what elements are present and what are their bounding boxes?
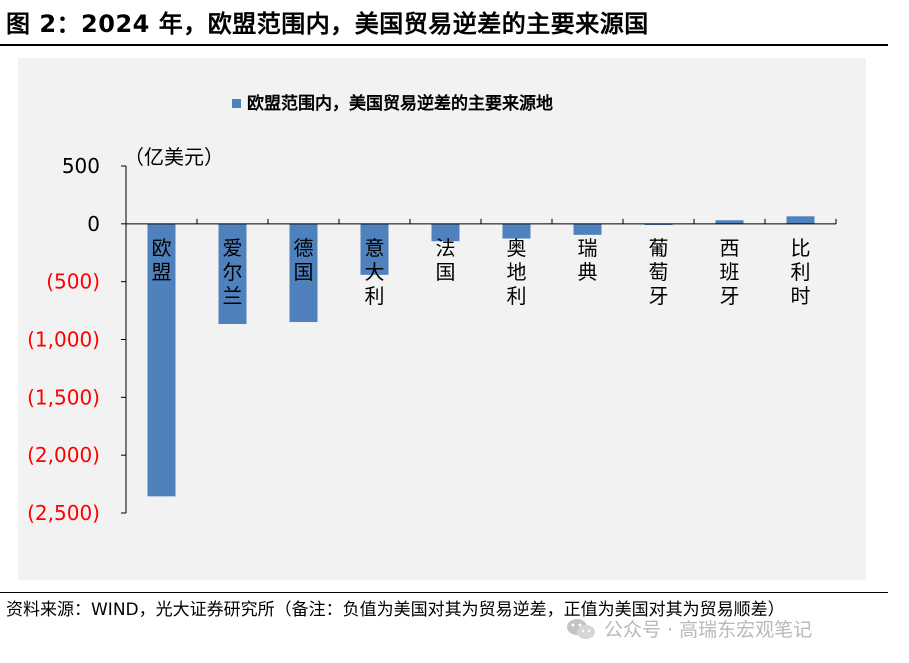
bar bbox=[431, 223, 460, 242]
bar bbox=[786, 216, 815, 224]
bar bbox=[360, 223, 389, 275]
source-note: 资料来源：WIND，光大证券研究所（备注：负值为美国对其为贸易逆差，正值为美国对… bbox=[6, 600, 785, 620]
source-divider bbox=[0, 592, 888, 593]
legend-swatch bbox=[232, 99, 241, 108]
title-divider bbox=[0, 44, 888, 46]
category-label: 比利时 bbox=[791, 236, 811, 308]
unit-label: （亿美元） bbox=[124, 145, 224, 169]
y-tick-label: 0 bbox=[87, 212, 100, 236]
y-tick-label: (2,000) bbox=[27, 443, 100, 467]
y-tick-label: (1,500) bbox=[27, 385, 100, 409]
figure-title: 图 2：2024 年，欧盟范围内，美国贸易逆差的主要来源国 bbox=[6, 10, 649, 38]
y-tick-label: (2,500) bbox=[27, 501, 100, 525]
bar bbox=[218, 223, 247, 325]
bar bbox=[147, 223, 176, 497]
category-label: 爱尔兰 bbox=[223, 236, 243, 308]
legend-label: 欧盟范围内，美国贸易逆差的主要来源地 bbox=[247, 93, 553, 114]
y-tick-label: (1,000) bbox=[27, 328, 100, 352]
bar-chart: 欧盟范围内，美国贸易逆差的主要来源地 （亿美元） 500 0 (500) (1,000) (… bbox=[27, 93, 837, 525]
category-label: 德国 bbox=[294, 236, 314, 284]
wechat-icon bbox=[567, 618, 595, 639]
y-tick-label: 500 bbox=[62, 154, 100, 178]
bar bbox=[644, 223, 673, 225]
bar bbox=[289, 223, 318, 323]
y-tick-label: (500) bbox=[46, 270, 100, 294]
category-label: 瑞典 bbox=[578, 236, 598, 284]
bar bbox=[573, 223, 602, 235]
category-label: 欧盟 bbox=[152, 236, 172, 284]
category-label: 葡萄牙 bbox=[649, 236, 669, 308]
category-label: 奥地利 bbox=[507, 236, 527, 308]
category-label: 意大利 bbox=[365, 236, 385, 308]
bar bbox=[715, 220, 744, 224]
category-label: 法国 bbox=[436, 236, 456, 284]
chart-area: 欧盟范围内，美国贸易逆差的主要来源地 （亿美元） 500 0 (500) (1,000) (… bbox=[18, 58, 866, 580]
watermark-text: 公众号 · 高瑞东宏观笔记 bbox=[604, 619, 813, 641]
category-label: 西班牙 bbox=[720, 236, 740, 308]
watermark: 公众号 · 高瑞东宏观笔记 bbox=[566, 615, 812, 642]
bar bbox=[502, 223, 531, 239]
